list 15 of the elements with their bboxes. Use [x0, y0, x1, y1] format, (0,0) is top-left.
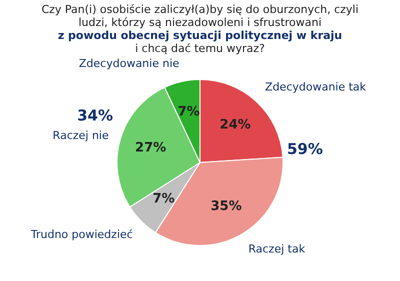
text: i chcą dać temu wyraz? [134, 42, 266, 55]
slice-label: Trudno powiedzieć [30, 228, 133, 242]
slice-label: Zdecydowanie tak [265, 80, 367, 94]
chart-subtitle: z powodu obecnej sytuacji politycznej w kraju [56, 29, 344, 42]
slice-label: Raczej nie [52, 128, 109, 142]
text: 34% [77, 106, 113, 125]
data-label: 7% [152, 191, 175, 206]
data-label: 7% [178, 104, 200, 120]
data-label: 27% [135, 140, 166, 156]
chart-title: Czy Pan(i) osobiście zaliczył(a)by się do oburzonych, czyli ludzi, którzy są niezadowoleni i sfrustrowani [40, 3, 360, 29]
data-label: 24% [220, 117, 251, 132]
slice-label: Raczej tak [248, 242, 306, 256]
text: 59% [287, 140, 323, 158]
slice-label: Zdecydowanie nie [78, 57, 180, 70]
data-label: 35% [210, 199, 242, 214]
